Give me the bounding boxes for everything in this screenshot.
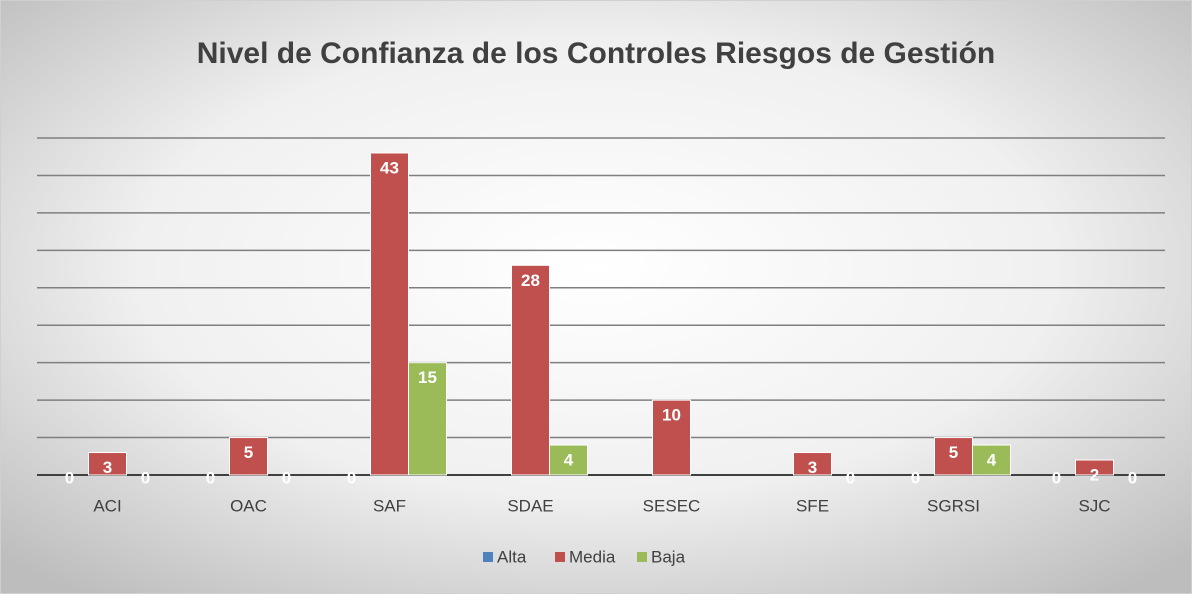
data-label: 4 [987,451,997,470]
data-label: 28 [521,271,540,290]
bar [972,444,1011,476]
chart-title: Nivel de Confianza de los Controles Ries… [197,37,996,70]
data-label: 5 [949,443,958,462]
data-label: 0 [141,468,150,487]
data-label: 15 [418,368,437,387]
bar [549,444,588,476]
data-label: 10 [662,406,681,425]
data-label: 0 [206,468,215,487]
data-label: 0 [65,468,74,487]
bar [408,362,447,476]
data-label: 0 [347,468,356,487]
x-tick-label: OAC [230,496,267,515]
legend-swatch [483,552,493,562]
data-label: 3 [103,458,112,477]
data-label: 4 [564,451,574,470]
bar [370,152,409,476]
x-tick-label: SDAE [507,496,553,515]
x-tick-label: SFE [796,496,829,515]
x-tick-label: SGRSI [927,496,980,515]
x-tick-label: ACI [93,496,121,515]
data-label: 43 [380,158,399,177]
legend-label: Baja [651,547,686,566]
data-label: 2 [1090,466,1099,485]
bar [934,437,973,476]
bar [229,437,268,476]
data-label: 5 [244,443,253,462]
x-tick-label: SAF [373,496,406,515]
bar [793,452,832,476]
data-label: 3 [808,458,817,477]
x-tick-label: SJC [1078,496,1110,515]
data-label: 0 [1052,468,1061,487]
bar [652,399,691,476]
data-label: 0 [911,468,920,487]
bar [88,452,127,476]
bar [1075,459,1114,476]
legend-swatch [555,552,565,562]
legend-swatch [637,552,647,562]
data-label: 0 [1128,468,1137,487]
legend-label: Media [569,547,616,566]
data-label: 0 [282,468,291,487]
bar [511,264,550,476]
x-tick-label: SESEC [643,496,701,515]
data-label: 0 [846,468,855,487]
legend-label: Alta [497,547,527,566]
